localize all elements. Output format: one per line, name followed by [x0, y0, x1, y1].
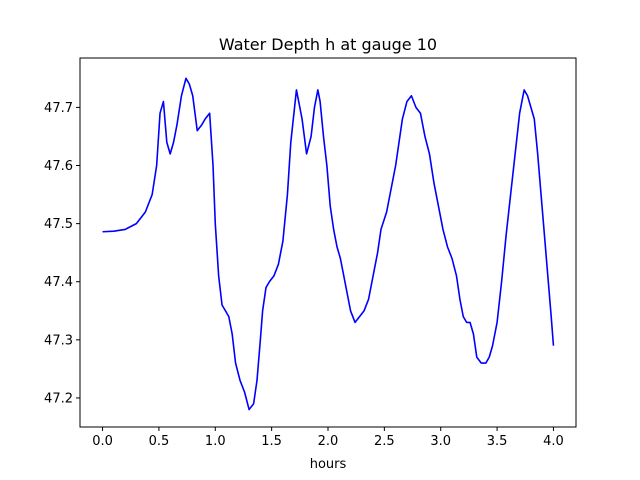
x-tick-label: 3.0 — [430, 434, 451, 449]
y-tick-label: 47.6 — [44, 159, 73, 174]
y-tick-label: 47.5 — [44, 217, 73, 232]
x-axis: 0.0 0.5 1.0 1.5 2.0 2.5 3.0 3.5 4.0 — [92, 427, 564, 449]
x-axis-label: hours — [310, 457, 347, 472]
x-tick-label: 4.0 — [543, 434, 564, 449]
y-tick-label: 47.4 — [44, 275, 73, 290]
x-tick-label: 0.5 — [149, 434, 170, 449]
plot-frame — [79, 57, 577, 428]
series-line-0 — [102, 77, 555, 411]
x-tick-label: 1.5 — [261, 434, 282, 449]
x-tick-label: 2.5 — [374, 434, 395, 449]
x-tick-label: 1.0 — [205, 434, 226, 449]
x-tick-label: 2.0 — [318, 434, 339, 449]
plot-area — [102, 77, 555, 411]
x-tick-label: 0.0 — [92, 434, 113, 449]
y-tick-label: 47.7 — [44, 101, 73, 116]
x-tick-label: 3.5 — [487, 434, 508, 449]
y-tick-label: 47.2 — [44, 391, 73, 406]
y-axis: 47.2 47.3 47.4 47.5 47.6 47.7 — [44, 101, 80, 406]
chart-title: Water Depth h at gauge 10 — [219, 35, 437, 54]
y-tick-label: 47.3 — [44, 333, 73, 348]
